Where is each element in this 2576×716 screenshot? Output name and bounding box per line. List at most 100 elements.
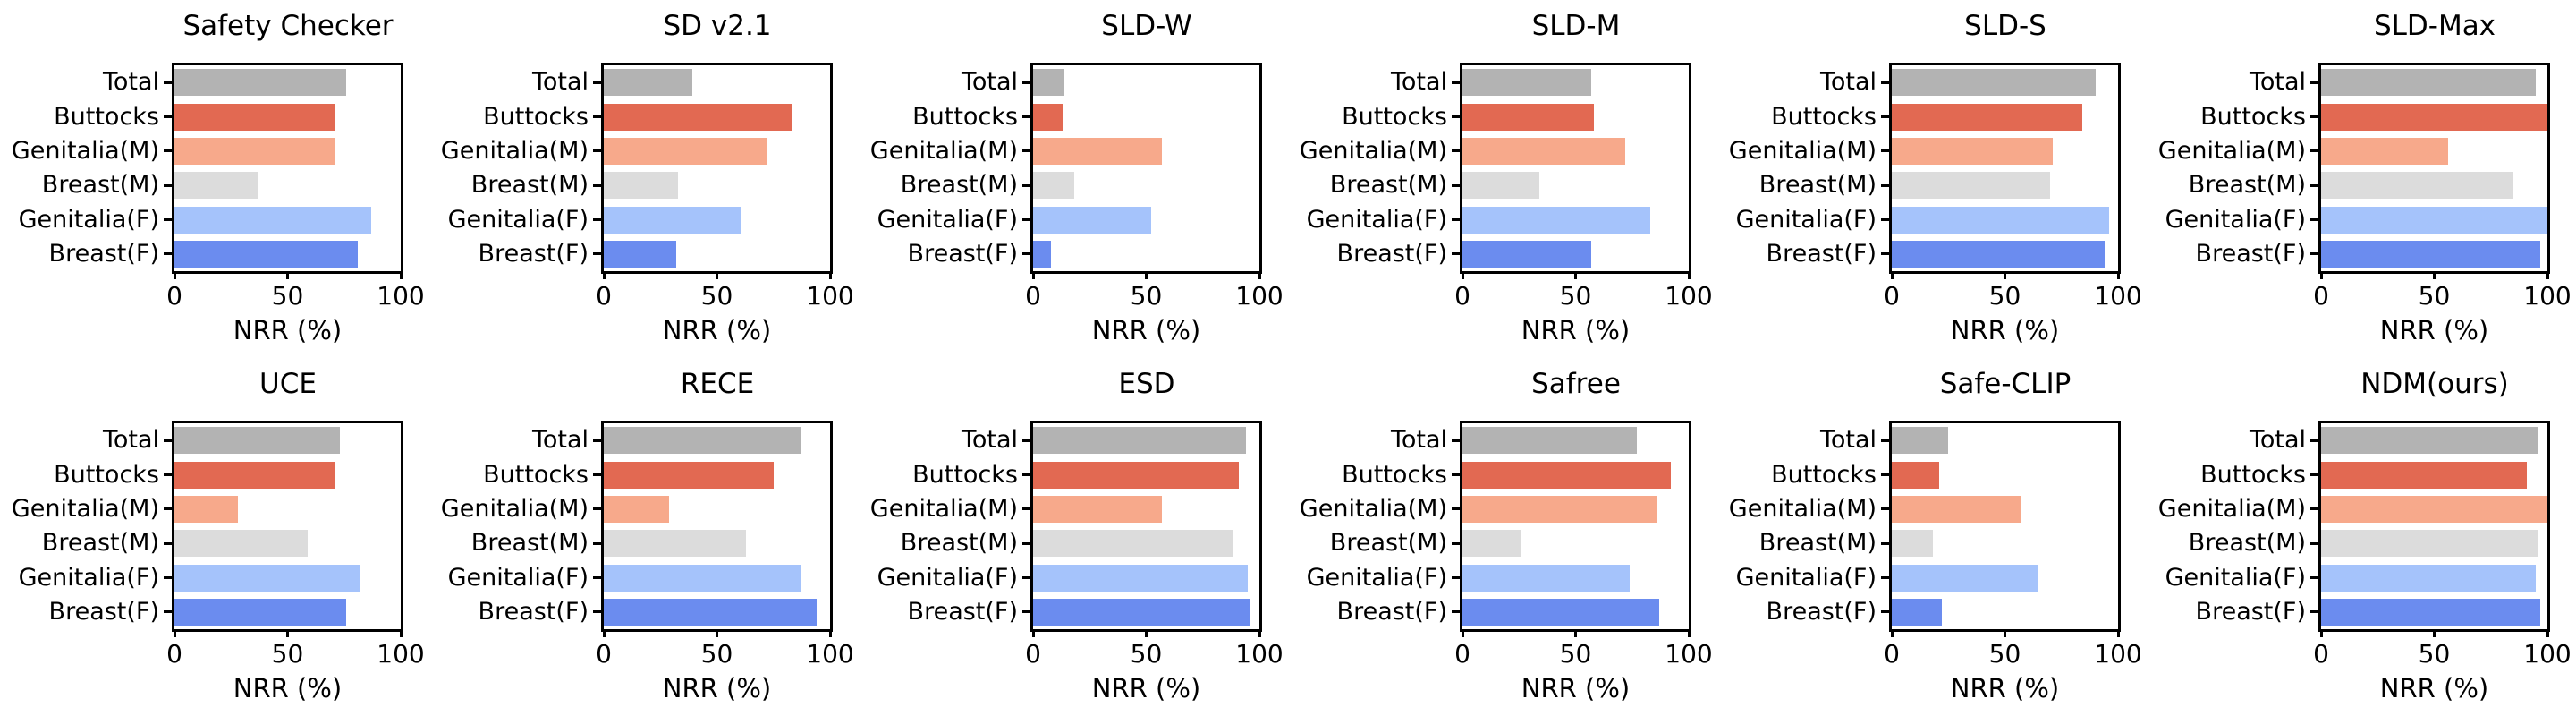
y-tick-mark: [1022, 252, 1030, 256]
x-tick-mark: [399, 629, 402, 637]
y-tick-mark: [593, 115, 601, 118]
plot-area: [2318, 63, 2550, 274]
category-label-buttocks: Buttocks: [483, 102, 589, 131]
category-label-breast-f: Breast(F): [2195, 597, 2306, 626]
y-tick-mark: [1022, 183, 1030, 187]
category-label-total: Total: [961, 68, 1018, 97]
category-label-breast-f: Breast(F): [48, 239, 159, 268]
x-tick-label: 100: [377, 639, 425, 669]
x-tick-label: 100: [1235, 639, 1284, 669]
x-tick-label: 100: [1235, 281, 1284, 311]
x-tick-label: 0: [166, 639, 182, 669]
x-tick-mark: [2116, 629, 2120, 637]
y-tick-mark: [1452, 218, 1460, 221]
y-tick-mark: [593, 541, 601, 545]
bar-buttocks: [604, 103, 792, 131]
plot-area: [1460, 421, 1691, 632]
plot-area: [1460, 63, 1691, 274]
bar-total: [1892, 69, 2096, 97]
bar-total: [1033, 427, 1246, 455]
x-axis-label: NRR (%): [1521, 315, 1631, 345]
x-axis-label: NRR (%): [2379, 315, 2489, 345]
bar-breast-m: [1033, 530, 1233, 558]
bar-breast-f: [174, 240, 358, 268]
bar-breast-f: [1033, 240, 1052, 268]
x-tick-mark: [716, 271, 718, 279]
subplot-sd-v2-1: SD v2.1 Total Buttocks Genitalia(M) Breast(M…: [429, 0, 859, 358]
bar-buttocks: [1892, 103, 2082, 131]
category-label-buttocks: Buttocks: [912, 460, 1018, 489]
category-label-breast-m: Breast(M): [470, 171, 589, 200]
category-label-buttocks: Buttocks: [2200, 102, 2306, 131]
category-label-buttocks: Buttocks: [54, 102, 159, 131]
x-tick-mark: [1574, 629, 1577, 637]
x-tick-mark: [286, 629, 289, 637]
subplot-uce: UCE Total Buttocks Genitalia(M) Breast(M) Gen…: [0, 358, 429, 716]
category-label-genitalia-m: Genitalia(M): [869, 136, 1018, 165]
y-tick-mark: [1881, 81, 1889, 84]
x-tick-mark: [1145, 629, 1148, 637]
x-tick-mark: [1687, 271, 1690, 279]
subplot-safety-checker: Safety Checker Total Buttocks Genitalia(M) B…: [0, 0, 429, 358]
bar-genitalia-m: [1892, 495, 2021, 523]
category-label-genitalia-f: Genitalia(F): [877, 205, 1018, 234]
y-tick-mark: [164, 149, 172, 153]
x-tick-label: 0: [1884, 639, 1900, 669]
bar-total: [604, 69, 692, 97]
x-tick-mark: [399, 271, 402, 279]
category-label-breast-f: Breast(F): [1336, 239, 1447, 268]
bar-genitalia-m: [604, 495, 670, 523]
category-label-total: Total: [1390, 68, 1447, 97]
category-label-buttocks: Buttocks: [912, 102, 1018, 131]
category-label-breast-m: Breast(M): [2188, 529, 2306, 558]
y-tick-mark: [164, 115, 172, 118]
y-tick-mark: [593, 507, 601, 511]
x-tick-label: 0: [1884, 281, 1900, 311]
x-tick-label: 50: [1559, 639, 1592, 669]
bar-genitalia-m: [604, 137, 767, 165]
x-tick-label: 50: [1130, 639, 1163, 669]
category-label-breast-f: Breast(F): [1766, 239, 1877, 268]
category-label-total: Total: [102, 68, 159, 97]
x-tick-label: 0: [166, 281, 182, 311]
category-label-total: Total: [1819, 426, 1877, 455]
category-label-genitalia-f: Genitalia(F): [447, 563, 589, 592]
x-tick-mark: [1574, 271, 1577, 279]
bar-buttocks: [1462, 103, 1594, 131]
bar-total: [1033, 69, 1065, 97]
category-label-genitalia-m: Genitalia(M): [440, 494, 589, 523]
chart-title: SLD-M: [1531, 10, 1621, 42]
bar-buttocks: [174, 461, 335, 489]
x-tick-mark: [2004, 629, 2006, 637]
y-tick-mark: [1452, 541, 1460, 545]
x-tick-mark: [2433, 629, 2436, 637]
y-tick-mark: [1452, 473, 1460, 476]
bar-total: [2321, 69, 2537, 97]
category-label-genitalia-f: Genitalia(F): [1306, 205, 1447, 234]
category-label-genitalia-m: Genitalia(M): [2157, 494, 2306, 523]
category-label-genitalia-m: Genitalia(M): [11, 136, 159, 165]
x-tick-mark: [1461, 629, 1464, 637]
x-tick-mark: [716, 629, 718, 637]
y-tick-mark: [1022, 115, 1030, 118]
category-label-genitalia-m: Genitalia(M): [1299, 136, 1447, 165]
subplot-ndm-ours: NDM(ours) Total Buttocks Genitalia(M) Breast…: [2147, 358, 2576, 716]
bar-genitalia-m: [1033, 495, 1163, 523]
bar-buttocks: [2321, 461, 2528, 489]
category-label-breast-f: Breast(F): [478, 597, 589, 626]
bar-breast-m: [1892, 172, 2051, 200]
category-label-breast-f: Breast(F): [48, 597, 159, 626]
x-tick-mark: [2319, 271, 2323, 279]
chart-title: Safe-CLIP: [1939, 368, 2072, 400]
bar-breast-f: [1033, 598, 1250, 626]
y-tick-mark: [164, 576, 172, 579]
y-tick-mark: [593, 473, 601, 476]
x-tick-label: 0: [596, 281, 612, 311]
bar-buttocks: [1462, 461, 1671, 489]
category-label-breast-m: Breast(M): [1329, 171, 1447, 200]
bar-total: [1462, 427, 1637, 455]
x-tick-mark: [2319, 629, 2323, 637]
x-tick-mark: [2546, 271, 2549, 279]
plot-area: [1030, 63, 1262, 274]
bar-genitalia-f: [1892, 564, 2039, 592]
